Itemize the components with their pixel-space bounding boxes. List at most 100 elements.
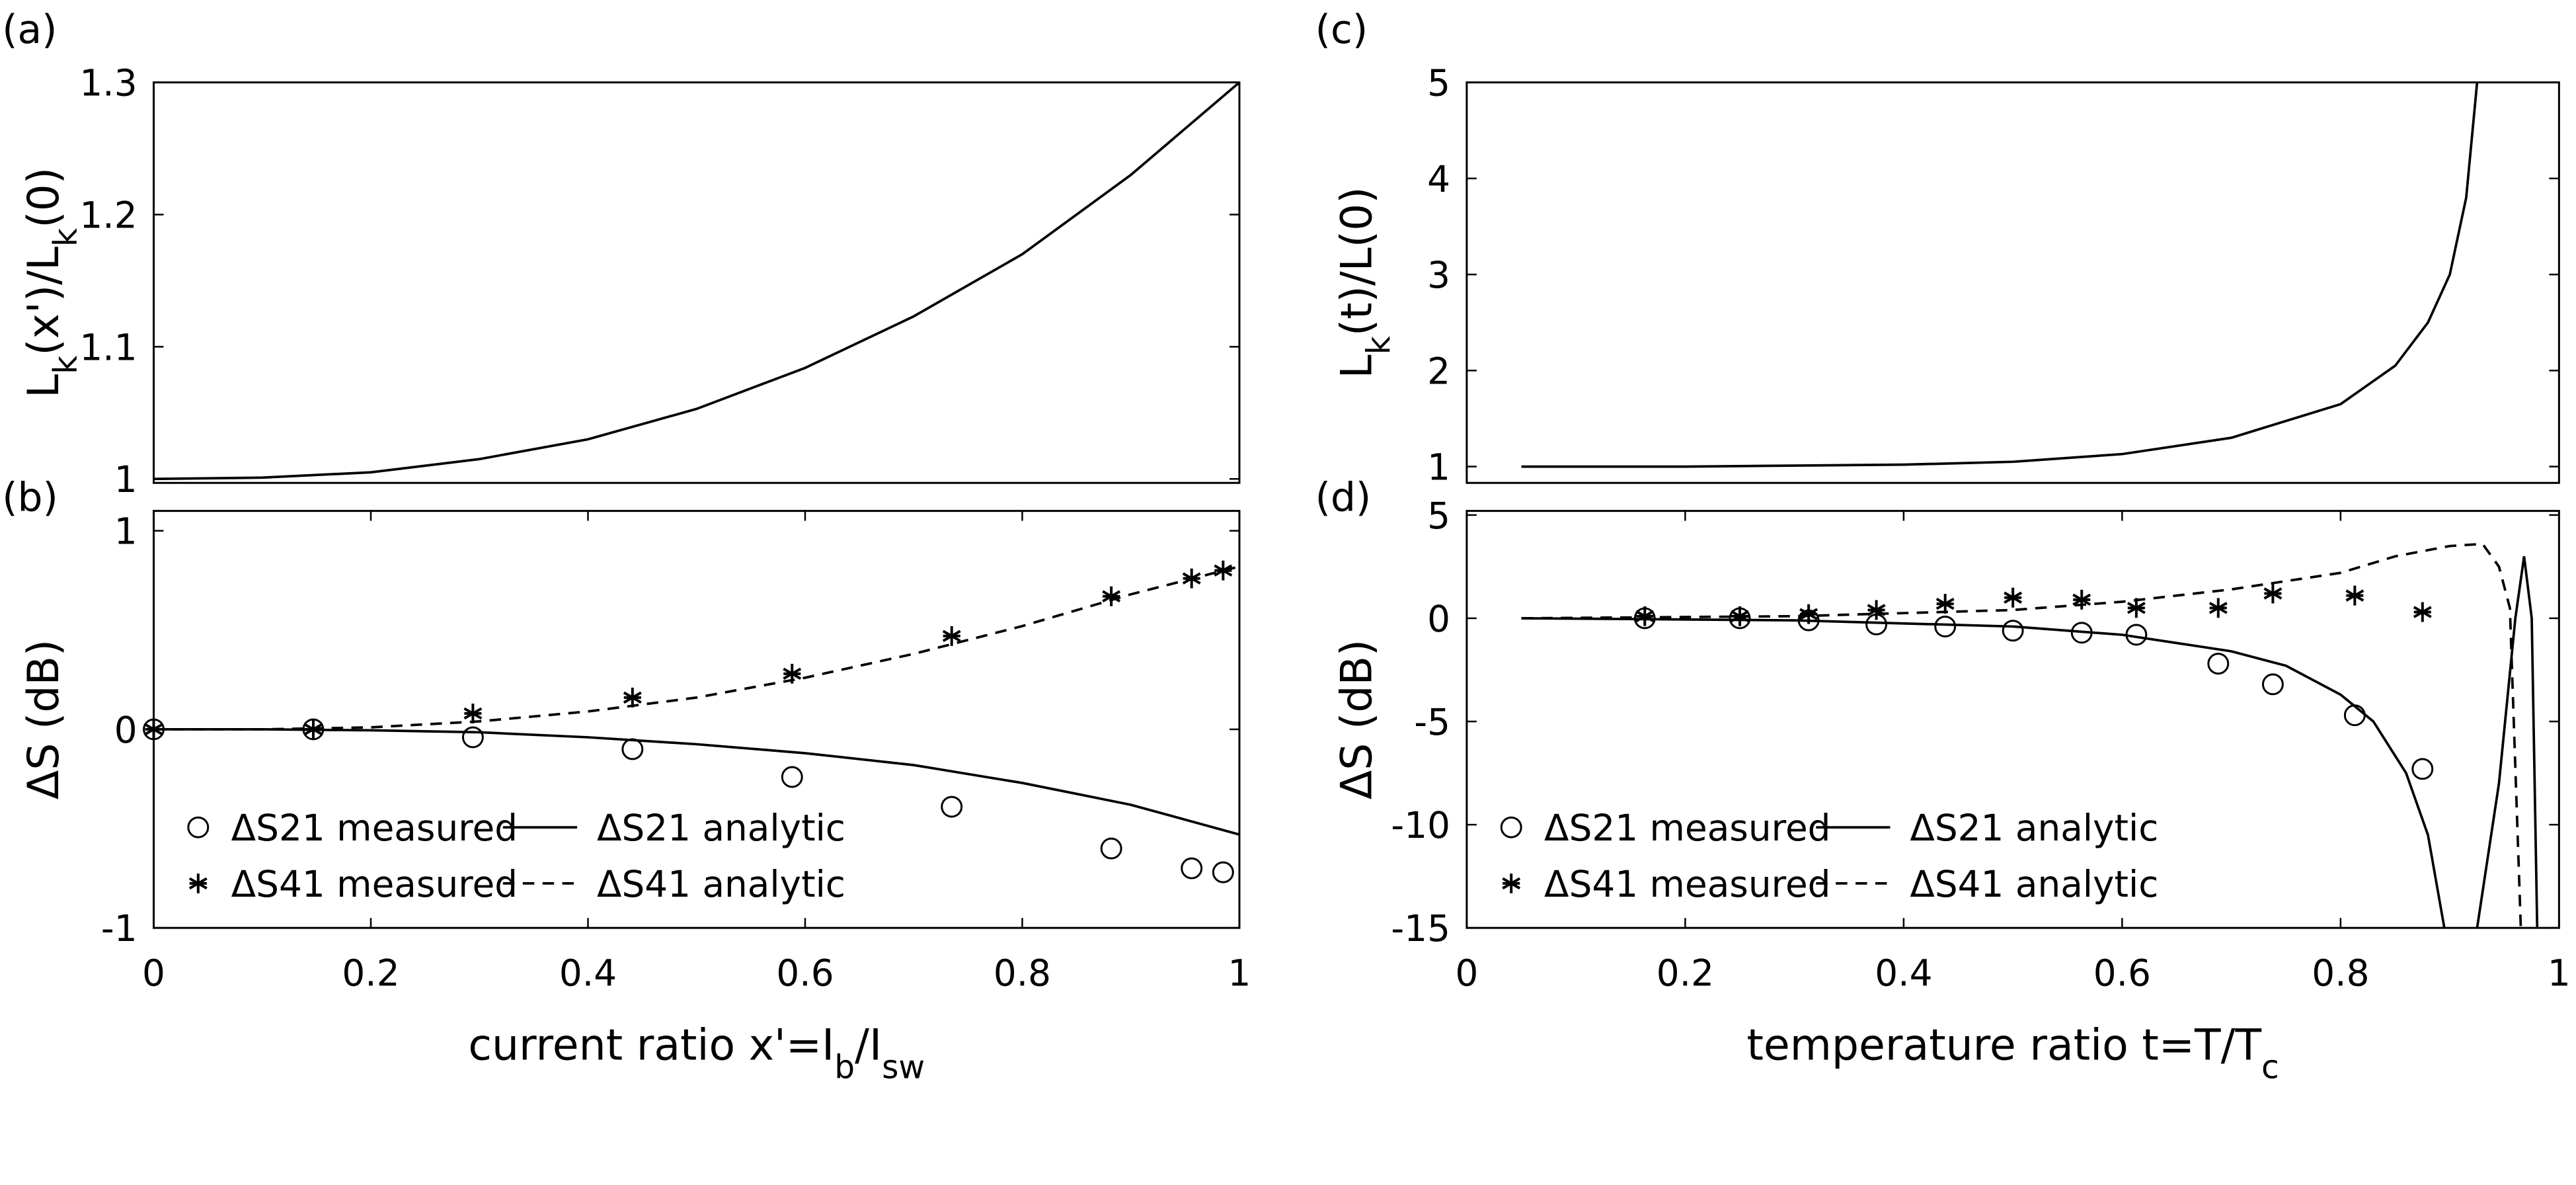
panel-label: (a) (2, 7, 57, 53)
legend-symbol (188, 873, 208, 893)
marker (2263, 583, 2283, 604)
x-tick-label: 0.4 (559, 952, 617, 994)
legend-label: ΔS21 analytic (597, 807, 845, 849)
marker (1935, 594, 1955, 614)
x-axis-label-sub: c (2261, 1049, 2279, 1086)
marker (463, 703, 483, 723)
marker (2207, 653, 2230, 675)
y-tick-label: 5 (1427, 495, 1450, 537)
x-tick-label: 0.6 (776, 952, 834, 994)
series-line (1521, 542, 2522, 928)
plot-frame (1465, 81, 2560, 484)
marker (1212, 861, 1234, 883)
marker (1867, 600, 1886, 620)
x-axis-label-part: current ratio x'=I (468, 1021, 834, 1071)
marker (2411, 758, 2434, 780)
x-tick-label: 0.8 (994, 952, 1051, 994)
legend-label: ΔS41 measured (1544, 863, 1830, 905)
y-tick-label: -1 (101, 907, 137, 950)
marker (1100, 837, 1122, 860)
y-axis-label-part: ΔS (dB) (1332, 639, 1382, 799)
y-axis-label: Lk(x')/Lk(0) (19, 167, 85, 398)
marker (2127, 598, 2146, 618)
y-axis-label: ΔS (dB) (1332, 639, 1382, 799)
series-line (153, 82, 1239, 481)
y-tick-label: 0 (1427, 598, 1450, 640)
marker (781, 766, 803, 788)
marker (1214, 560, 1233, 581)
x-tick-label: 0 (142, 952, 165, 994)
x-axis-label-sub: sw (882, 1049, 925, 1086)
marker (1181, 857, 1203, 879)
y-axis-label: ΔS (dB) (19, 639, 69, 799)
series-line (1521, 556, 2539, 928)
legend-symbol (1502, 873, 1521, 893)
marker (2343, 704, 2366, 727)
y-axis-label-part: (0) (19, 167, 69, 228)
y-tick-label: 1.3 (79, 62, 137, 104)
y-axis-label: Lk(t)/L(0) (1332, 186, 1397, 378)
marker (2413, 602, 2432, 622)
marker (2208, 598, 2228, 618)
x-tick-label: 0 (1455, 952, 1478, 994)
y-tick-label: -5 (1414, 701, 1450, 743)
marker (2002, 620, 2024, 642)
legend-label: ΔS21 analytic (1910, 807, 2158, 849)
y-tick-label: -15 (1391, 907, 1450, 950)
x-tick-label: 0.8 (2312, 952, 2369, 994)
y-tick-label: 5 (1427, 62, 1450, 104)
y-axis-label-part: L (1332, 354, 1382, 378)
series-line (1521, 82, 2479, 468)
legend-symbol (1500, 816, 1522, 838)
x-axis-label-part: /I (855, 1021, 882, 1071)
y-tick-label: 3 (1427, 254, 1450, 296)
y-axis-label-sub: k (48, 228, 85, 247)
marker (783, 663, 802, 684)
y-tick-label: 4 (1427, 158, 1450, 200)
y-tick-label: 1.1 (79, 326, 137, 368)
x-axis-label: current ratio x'=Ib/Isw (468, 1021, 925, 1086)
y-tick-label: 2 (1427, 350, 1450, 392)
legend-label: ΔS21 measured (1544, 807, 1830, 849)
x-tick-label: 0.6 (2093, 952, 2151, 994)
y-tick-label: 1 (114, 511, 137, 553)
legend-label: ΔS21 measured (231, 807, 518, 849)
panel-label: (c) (1315, 7, 1368, 53)
marker (942, 626, 961, 646)
series-line (153, 728, 1239, 836)
series-line (153, 565, 1239, 731)
panel-label: (b) (2, 475, 58, 521)
legend-label: ΔS41 analytic (1910, 863, 2158, 905)
x-tick-label: 1 (2548, 952, 2571, 994)
panel: 0 0.2 0.4 0.6 0.8 1-101(b)current ratio x'=Ib… (2, 475, 1251, 1086)
marker (1799, 604, 1818, 624)
marker (461, 726, 484, 749)
y-tick-label: 1 (114, 458, 137, 501)
y-axis-label-sub: k (1360, 336, 1397, 354)
x-tick-label: 0.2 (342, 952, 399, 994)
marker (941, 796, 963, 818)
y-tick-label: 1 (1427, 446, 1450, 489)
y-axis-label-part: (t)/L(0) (1332, 186, 1382, 336)
x-axis-label: temperature ratio t=T/Tc (1746, 1021, 2279, 1086)
legend-symbol (187, 816, 210, 838)
legend-label: ΔS41 analytic (597, 863, 845, 905)
marker (1102, 586, 1121, 606)
x-axis-label-sub: b (834, 1049, 855, 1086)
marker (623, 687, 642, 708)
marker (2261, 673, 2284, 696)
y-tick-label: -10 (1391, 804, 1450, 846)
panel: 1 2 3 4 5 (c) Lk(t)/L(0) (1315, 7, 2560, 489)
x-tick-label: 1 (1228, 952, 1251, 994)
plot-frame (1465, 510, 2560, 929)
plot-frame (153, 81, 1241, 484)
marker (1934, 615, 1957, 637)
marker (2072, 589, 2091, 610)
y-tick-label: 1.2 (79, 194, 137, 236)
panel: 0 0.2 0.4 0.6 0.8 1 -15 -10 -5 0 5 (d) temperature r… (1315, 475, 2571, 1086)
y-axis-label-part: L (19, 374, 69, 398)
x-axis-label-part: temperature ratio t=T/T (1746, 1021, 2261, 1071)
y-tick-label: 0 (114, 709, 137, 751)
